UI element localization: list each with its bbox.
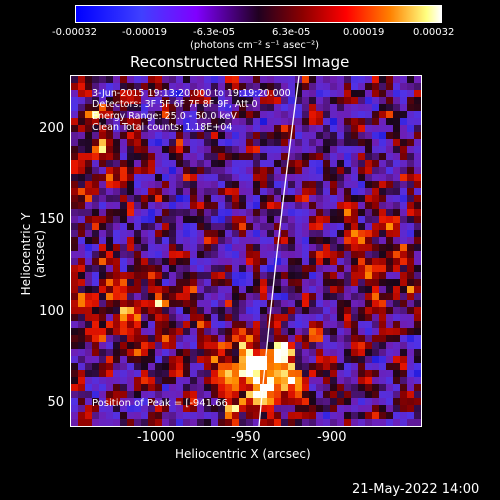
peak-position: Position of Peak = [-941.66 [92, 398, 228, 409]
colorbar-tick: 6.3e-05 [272, 27, 311, 38]
colorbar-tick: -6.3e-05 [193, 27, 235, 38]
energy-range: Energy Range: 25.0 - 50.0 keV [92, 111, 237, 122]
y-tick: 50 [47, 395, 64, 410]
x-tick: -900 [317, 430, 347, 445]
colorbar-tick: 0.00032 [413, 27, 455, 38]
y-axis-title: Heliocentric Y (arcsec) [19, 212, 47, 296]
colorbar-units: (photons cm⁻² s⁻¹ asec⁻²) [190, 40, 320, 51]
y-tick: 150 [39, 212, 64, 227]
colorbar [75, 5, 442, 23]
algorithm: Clean Total counts: 1.18E+04 [92, 122, 233, 133]
footer-date: 21-May-2022 14:00 [352, 482, 480, 497]
x-tick: -1000 [137, 430, 175, 445]
rhessi-image [70, 75, 422, 427]
x-tick: -950 [231, 430, 261, 445]
heatmap-canvas [71, 76, 421, 426]
colorbar-tick: -0.00032 [52, 27, 97, 38]
solar-limb-line [258, 76, 300, 426]
x-axis-title: Heliocentric X (arcsec) [175, 447, 311, 461]
detectors: Detectors: 3F 5F 6F 7F 8F 9F, Att 0 [92, 99, 258, 110]
y-tick: 200 [39, 121, 64, 136]
time-range: 3-Jun-2015 19:13:20.000 to 19:19:20.000 [92, 88, 291, 99]
image-title: Reconstructed RHESSI Image [130, 53, 350, 71]
colorbar-tick: 0.00019 [343, 27, 385, 38]
colorbar-tick: -0.00019 [122, 27, 167, 38]
y-tick: 100 [39, 304, 64, 319]
